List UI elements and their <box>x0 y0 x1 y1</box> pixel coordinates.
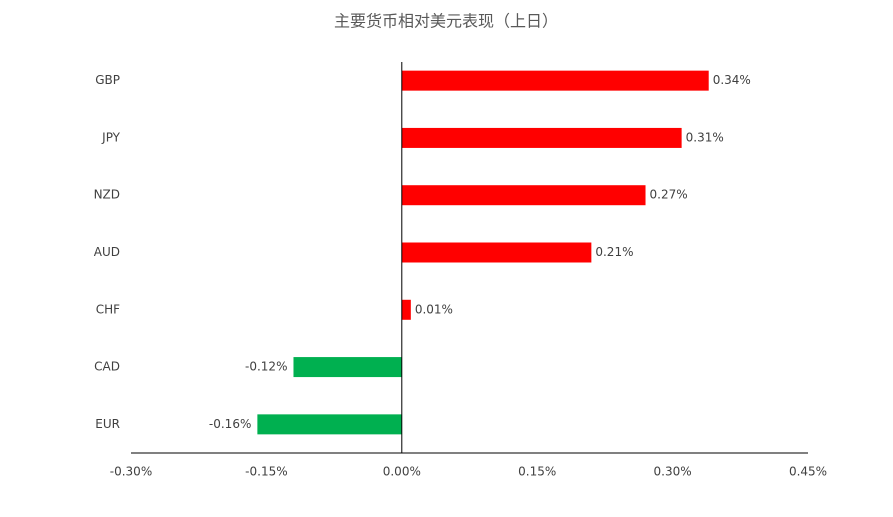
y-tick-label: NZD <box>94 188 120 202</box>
y-tick-label: CHF <box>96 302 120 316</box>
value-label: -0.16% <box>209 417 251 431</box>
value-label: 0.21% <box>595 245 633 259</box>
x-tick-label: 0.45% <box>789 465 827 479</box>
bar <box>257 414 402 435</box>
x-tick-label: -0.30% <box>110 465 152 479</box>
y-tick-label: AUD <box>94 245 120 259</box>
bar <box>401 185 646 206</box>
y-tick-label: CAD <box>94 360 120 374</box>
bar <box>293 357 402 378</box>
value-label: 0.34% <box>713 73 751 87</box>
bar <box>401 70 709 91</box>
bar <box>401 242 592 263</box>
bar <box>401 299 411 320</box>
x-tick-label: 0.30% <box>654 465 692 479</box>
bar <box>401 127 682 148</box>
value-label: 0.01% <box>415 302 453 316</box>
x-tick-label: 0.00% <box>383 465 421 479</box>
x-tick-label: -0.15% <box>245 465 287 479</box>
x-tick-label: 0.15% <box>518 465 556 479</box>
value-label: 0.27% <box>650 188 688 202</box>
y-tick-label: GBP <box>95 73 120 87</box>
value-label: -0.12% <box>245 360 287 374</box>
y-tick-label: JPY <box>101 130 121 144</box>
value-label: 0.31% <box>686 130 724 144</box>
chart-title: 主要货币相对美元表现（上日） <box>334 12 558 31</box>
y-tick-label: EUR <box>95 417 120 431</box>
